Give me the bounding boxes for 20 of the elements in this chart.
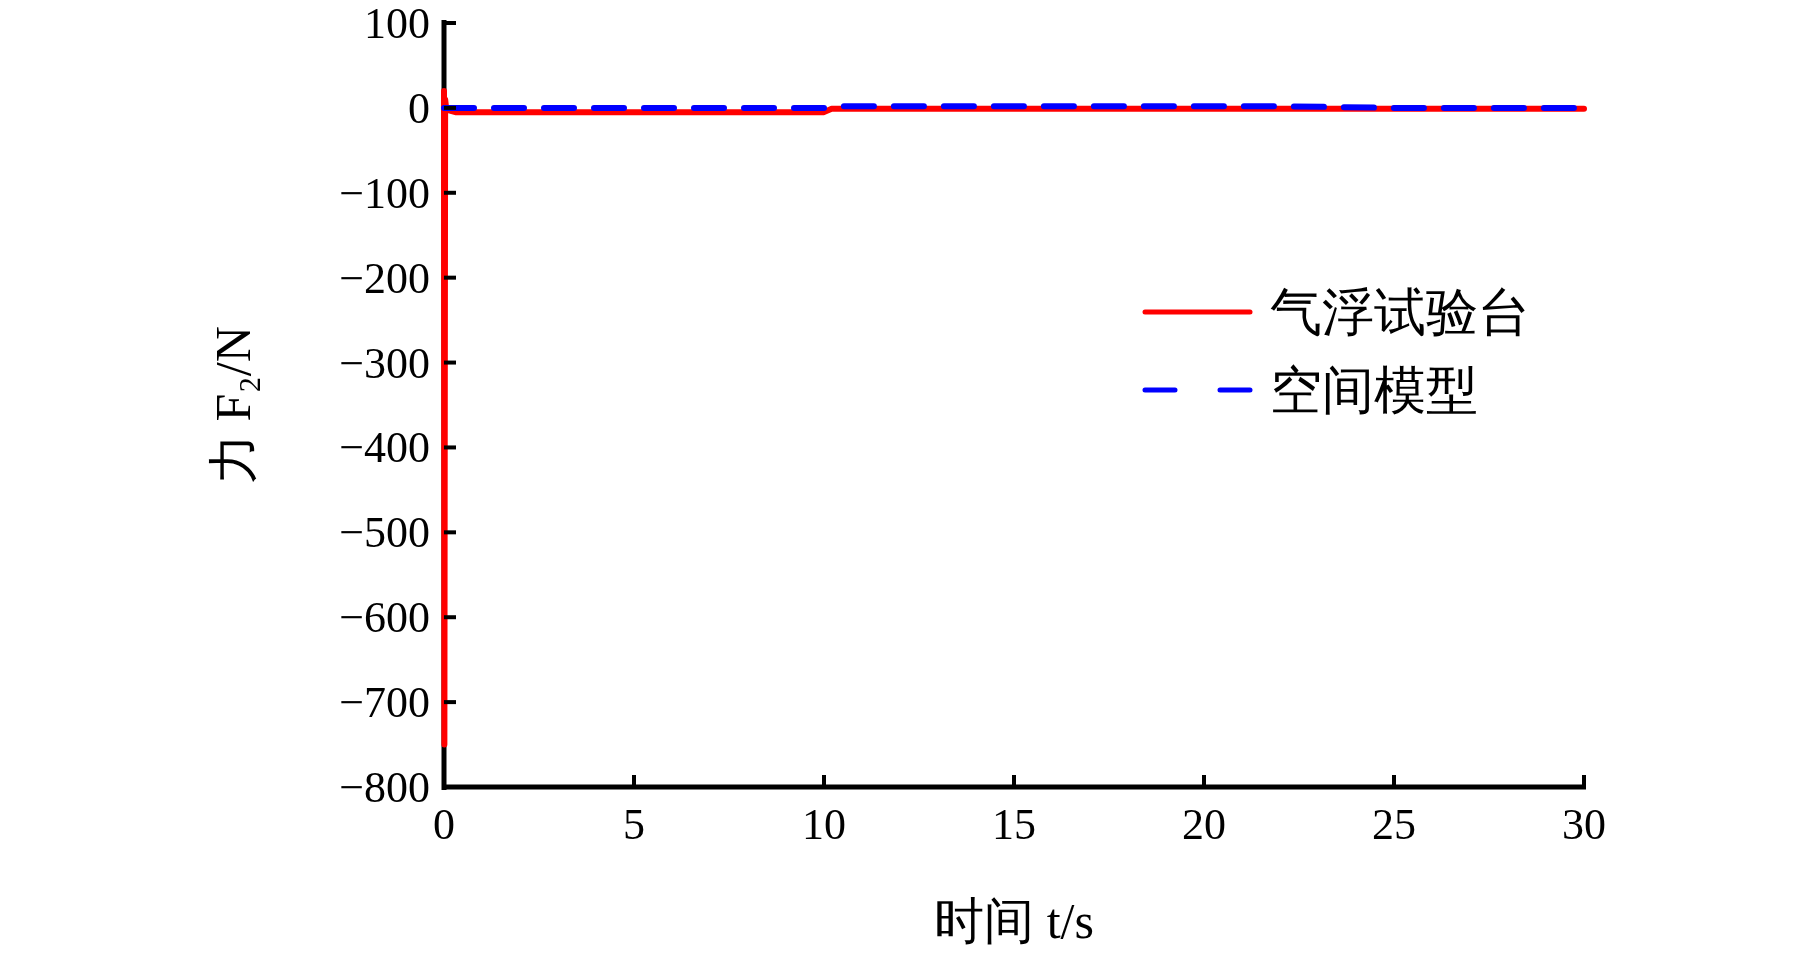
x-tick-label: 5 [623,800,645,849]
x-tick-label: 25 [1372,800,1416,849]
y-tick-label: −400 [339,423,430,473]
y-tick-label: −800 [339,763,430,812]
x-tick-label: 10 [802,800,846,849]
legend-label: 气浮试验台 [1270,284,1530,341]
x-tick-label: 15 [992,800,1036,849]
y-tick-label: −300 [339,338,430,388]
y-tick-label: −100 [339,168,430,218]
legend-label: 空间模型 [1270,362,1478,419]
x-tick-label: 20 [1182,800,1226,849]
y-tick-label: −200 [339,253,430,303]
x-axis-title: 时间 t/s [934,893,1094,949]
y-tick-label: 100 [364,0,430,48]
y-axis-title: 力 F₂/N [205,326,261,484]
y-tick-label: 0 [408,83,430,133]
y-tick-label: −600 [339,593,430,643]
y-tick-label: −700 [339,678,430,728]
x-tick-label: 30 [1562,800,1606,849]
y-tick-label: −500 [339,508,430,558]
